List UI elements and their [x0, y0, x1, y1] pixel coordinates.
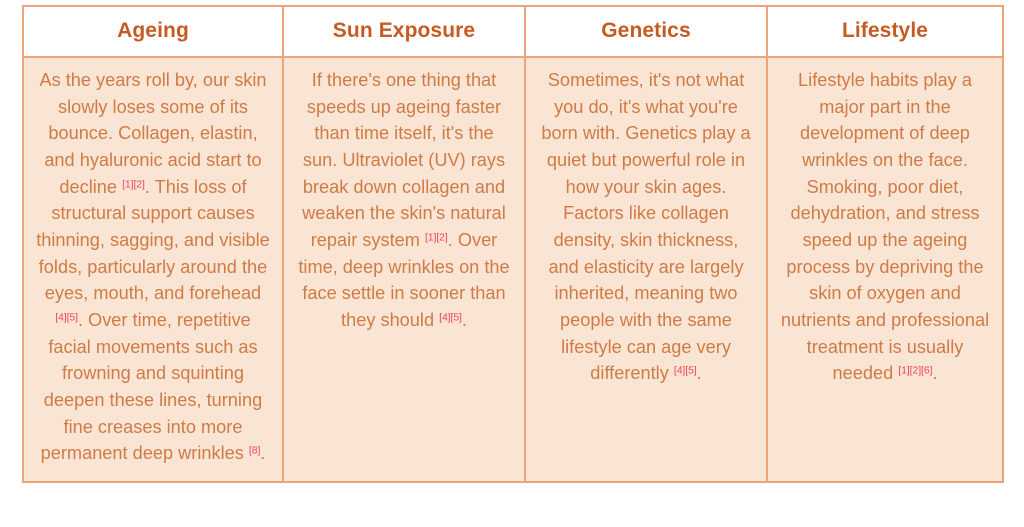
citation-reference[interactable]: [8]: [248, 444, 261, 457]
cell-genetics: Sometimes, it's not what you do, it's wh…: [525, 57, 768, 482]
citation-reference[interactable]: [1][2][6]: [898, 364, 933, 377]
citation-reference[interactable]: [4][5]: [55, 311, 78, 324]
table-header-row: Ageing Sun Exposure Genetics Lifestyle: [23, 6, 1003, 58]
table-row: As the years roll by, our skin slowly lo…: [23, 57, 1003, 482]
deep-wrinkle-causes-table: Ageing Sun Exposure Genetics Lifestyle A…: [22, 5, 1004, 483]
citation-reference[interactable]: [1][2]: [424, 231, 448, 244]
clipped-text-artifact: [143, 515, 383, 527]
column-header-genetics: Genetics: [525, 6, 768, 58]
citation-reference[interactable]: [1][2]: [122, 178, 145, 191]
cell-ageing: As the years roll by, our skin slowly lo…: [23, 57, 284, 482]
table-body: As the years roll by, our skin slowly lo…: [23, 57, 1003, 482]
column-header-sun-exposure: Sun Exposure: [283, 6, 526, 58]
citation-reference[interactable]: [4][5]: [439, 311, 462, 324]
column-header-lifestyle: Lifestyle: [767, 6, 1003, 58]
table-header: Ageing Sun Exposure Genetics Lifestyle: [23, 6, 1003, 58]
cell-lifestyle: Lifestyle habits play a major part in th…: [767, 57, 1003, 482]
column-header-ageing: Ageing: [23, 6, 284, 58]
cell-sun-exposure: If there's one thing that speeds up agei…: [283, 57, 526, 482]
citation-reference[interactable]: [4][5]: [673, 364, 697, 377]
